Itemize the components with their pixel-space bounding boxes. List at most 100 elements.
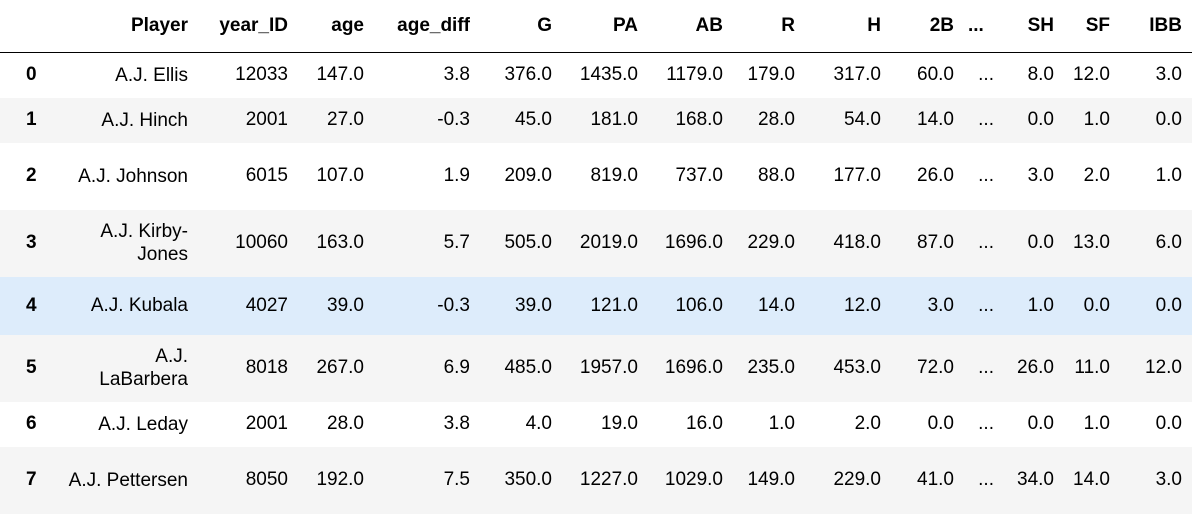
table-row: 6 A.J. Leday 2001 28.0 3.8 4.0 19.0 16.0 1.0 2.0 0… (0, 402, 1192, 447)
table-cell: 3.0 (927, 294, 954, 316)
table-cell: 0.0 (927, 413, 954, 434)
row-index: 0 (26, 64, 37, 86)
ellipsis-cell: ... (978, 232, 994, 253)
table-cell: 0.0 (1027, 413, 1054, 434)
column-header: H (805, 0, 891, 53)
ellipsis-cell: ... (978, 469, 994, 490)
table-cell: 453.0 (833, 357, 881, 378)
table-cell: 12.0 (1145, 357, 1182, 378)
table-cell: 6.0 (1155, 232, 1182, 253)
ellipsis-cell: ... (978, 64, 994, 86)
column-header: age (298, 0, 374, 53)
ellipsis-cell: ... (978, 109, 994, 130)
table-cell: 87.0 (917, 232, 954, 253)
table-cell: 28.0 (327, 413, 364, 434)
table-cell: 1227.0 (579, 469, 638, 490)
player-cell: A.J. Kirby-Jones (100, 221, 188, 265)
row-index: 6 (26, 413, 37, 434)
table-cell: 2001 (245, 413, 288, 434)
table-cell: 3.8 (443, 64, 470, 86)
table-row-partial (0, 514, 1192, 528)
table-cell: 12033 (235, 64, 288, 86)
table-cell: 26.0 (917, 165, 954, 186)
table-cell: 16.0 (686, 413, 723, 434)
player-cell: A.J. Johnson (78, 165, 188, 187)
index-header (0, 0, 58, 53)
table-cell: 14.0 (917, 109, 954, 130)
table-row: 4 A.J. Kubala 4027 39.0 -0.3 39.0 121.0 106.0 14… (0, 276, 1192, 335)
table-cell: 376.0 (504, 64, 552, 86)
row-index: 7 (26, 469, 37, 490)
ellipsis-cell: ... (978, 413, 994, 434)
table-cell: 14.0 (758, 294, 795, 316)
table-cell: 106.0 (675, 294, 723, 316)
table-cell: 229.0 (833, 469, 881, 490)
table-row: 2 A.J. Johnson 6015 107.0 1.9 209.0 819.0 737.0… (0, 143, 1192, 210)
table-cell: 12.0 (1073, 64, 1110, 86)
column-header: SH (1004, 0, 1064, 53)
table-cell: 5.7 (443, 232, 470, 253)
table-cell: 0.0 (1155, 109, 1182, 130)
table-cell: 163.0 (316, 232, 364, 253)
column-header: Player (58, 0, 198, 53)
ellipsis-cell: ... (978, 165, 994, 186)
player-cell: A.J. Leday (98, 413, 188, 435)
table-cell: 1435.0 (579, 64, 638, 86)
table-cell: 11.0 (1074, 357, 1110, 378)
column-header: AB (648, 0, 733, 53)
column-header: IBB (1120, 0, 1192, 53)
table-cell: 1179.0 (666, 64, 723, 86)
table-cell: 1696.0 (664, 357, 723, 378)
column-header: age_diff (374, 0, 480, 53)
table-row: 5 A.J. LaBarbera 8018 267.0 6.9 485.0 1957.0 16… (0, 334, 1192, 402)
player-cell: A.J. Hinch (101, 109, 188, 131)
table-row: 3 A.J. Kirby-Jones 10060 163.0 5.7 505.0 2019.… (0, 209, 1192, 277)
table-cell: 267.0 (316, 357, 364, 378)
table-cell: -0.3 (437, 294, 470, 316)
player-cell: A.J. LaBarbera (99, 346, 188, 390)
table-cell: 1.0 (1027, 294, 1054, 316)
table-cell: 235.0 (747, 357, 795, 378)
table-row: 1 A.J. Hinch 2001 27.0 -0.3 45.0 181.0 168.0 28.… (0, 97, 1192, 143)
table-cell: 418.0 (833, 232, 881, 253)
table-cell: 4027 (245, 294, 288, 316)
table-cell: 19.0 (601, 413, 638, 434)
table-cell: 8018 (245, 357, 288, 378)
table-cell: 819.0 (590, 165, 638, 186)
table-cell: 12.0 (844, 294, 881, 316)
table-cell: 39.0 (515, 294, 552, 316)
table-cell: 1.0 (1083, 109, 1110, 130)
row-index: 2 (26, 165, 37, 186)
table-cell: 192.0 (316, 469, 364, 490)
table-cell: 350.0 (504, 469, 552, 490)
table-cell: 45.0 (515, 109, 552, 130)
table-cell: 28.0 (758, 109, 795, 130)
table-cell: 8050 (245, 469, 288, 490)
table-cell: 14.0 (1073, 469, 1110, 490)
table-cell: 4.0 (525, 413, 552, 434)
table-cell: 1.0 (768, 413, 795, 434)
table-cell: 0.0 (1027, 232, 1054, 253)
table-cell: 0.0 (1027, 109, 1054, 130)
table-cell: 177.0 (833, 165, 881, 186)
table-cell: 181.0 (590, 109, 638, 130)
table-cell: 149.0 (747, 469, 795, 490)
table-row: 0 A.J. Ellis 12033 147.0 3.8 376.0 1435.0 1179.… (0, 53, 1192, 98)
table-cell: 60.0 (917, 64, 954, 86)
player-cell: A.J. Pettersen (68, 469, 188, 491)
table-cell: 485.0 (504, 357, 552, 378)
table-cell: 2019.0 (579, 232, 638, 253)
table-cell: 737.0 (675, 165, 723, 186)
row-index: 3 (26, 232, 37, 253)
table-cell: 1.0 (1083, 413, 1110, 434)
column-header: 2B (891, 0, 964, 53)
table-cell: 54.0 (844, 109, 881, 130)
table-cell: 1.0 (1155, 165, 1182, 186)
row-index: 4 (26, 294, 37, 316)
table-cell: 209.0 (504, 165, 552, 186)
ellipsis-cell: ... (978, 357, 994, 378)
table-cell: 2001 (245, 109, 288, 130)
table-cell: 0.0 (1083, 294, 1110, 316)
table-cell: 0.0 (1155, 294, 1182, 316)
